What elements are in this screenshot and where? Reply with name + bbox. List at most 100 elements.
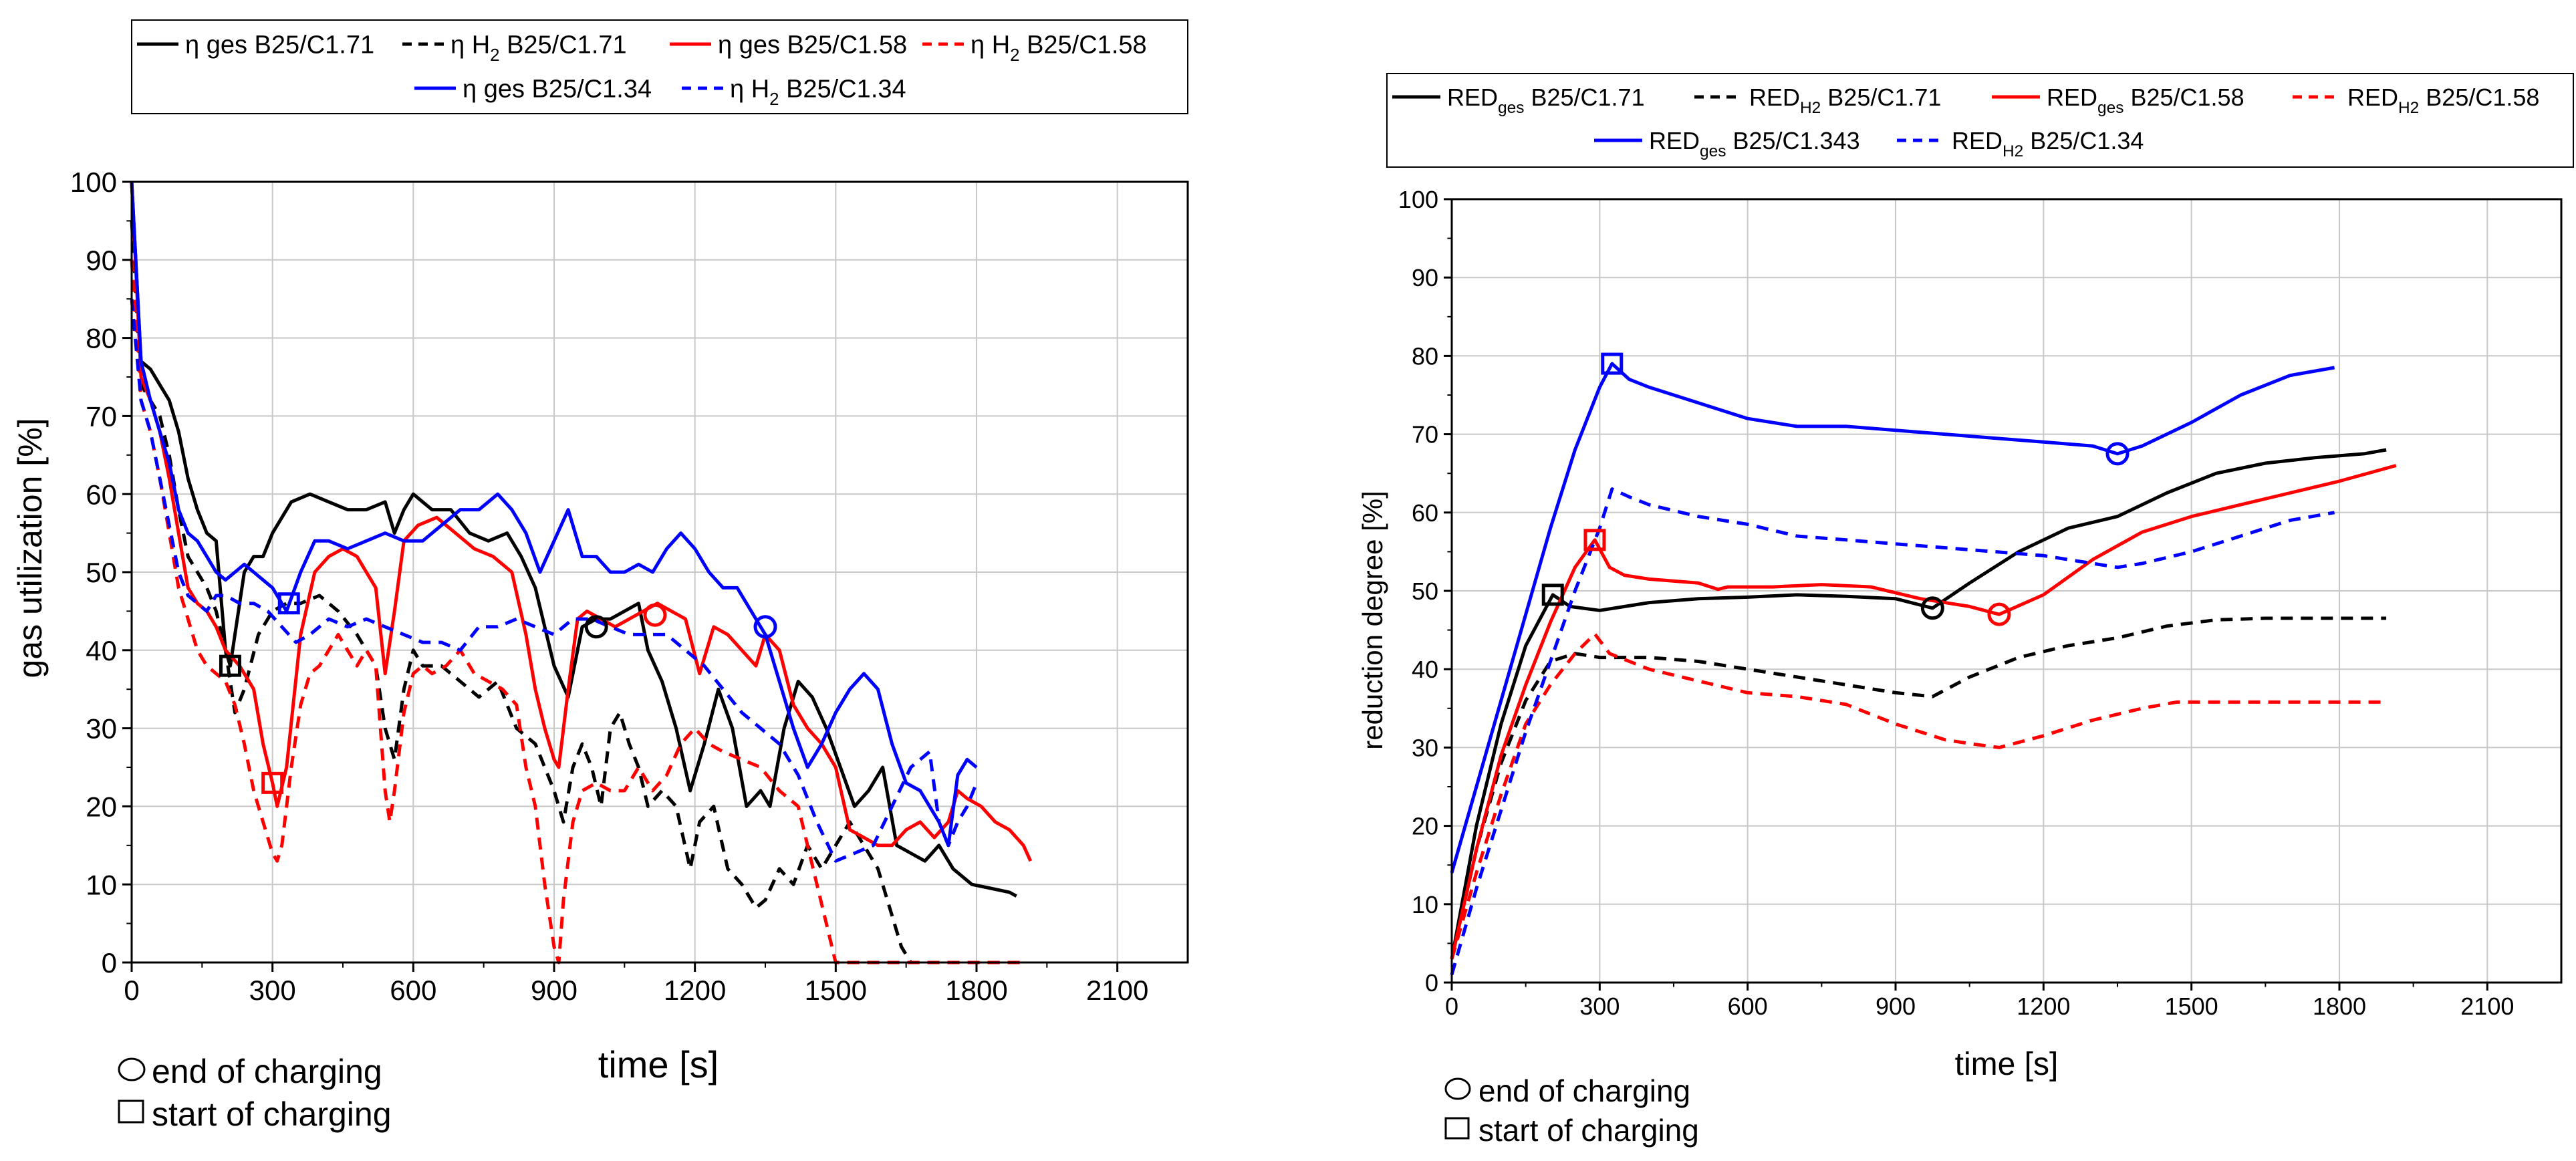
- y-tick-label: 60: [1412, 499, 1438, 527]
- legend-label: REDH2 B25/C1.71: [1749, 84, 1941, 117]
- end-of-charging-marker: [584, 615, 608, 639]
- x-tick-label: 1800: [945, 975, 1007, 1006]
- series-line: [130, 221, 912, 964]
- panel-reduction-degree: REDges B25/C1.71 REDH2 B25/C1.71 REDges B2…: [1357, 73, 2574, 1148]
- annotation-text: end of charging: [152, 1053, 382, 1090]
- x-axis-label: time [s]: [598, 1043, 719, 1085]
- x-tick-label: 0: [124, 975, 139, 1006]
- series-line: [1450, 362, 2335, 874]
- y-tick-label: 70: [1412, 421, 1438, 448]
- y-tick-label: 0: [102, 947, 117, 979]
- legend-label: η ges B25/C1.71: [185, 31, 374, 59]
- series-line: [130, 259, 1024, 964]
- annotation-start-of-charging: start of charging: [1444, 1113, 1699, 1148]
- x-tick-label: 1200: [664, 975, 726, 1006]
- legend-box: [131, 19, 1188, 114]
- legend-label: η H2 B25/C1.58: [971, 31, 1147, 65]
- y-tick-label: 30: [86, 713, 117, 745]
- y-tick-label: 100: [1398, 186, 1438, 213]
- y-tick-label: 20: [1412, 813, 1438, 840]
- markers-group: [219, 592, 777, 794]
- series-line: [1450, 616, 2387, 960]
- axis-ticks: 0 300 600 900 1200 1500 1800 2100 0 10 20 30 40 50 60 7…: [70, 166, 1148, 1006]
- annotation-text: start of charging: [1478, 1113, 1699, 1148]
- end-of-charging-marker: [1987, 602, 2011, 626]
- series-line: [130, 181, 1033, 862]
- legend-label: REDH2 B25/C1.34: [1952, 127, 2144, 160]
- x-tick-label: 2100: [1086, 975, 1148, 1006]
- y-tick-label: 90: [1412, 264, 1438, 291]
- legend-label: η ges B25/C1.58: [718, 31, 907, 59]
- series-line: [1450, 487, 2335, 975]
- x-tick-label: 1500: [2165, 993, 2218, 1020]
- start-of-charging-marker: [261, 771, 284, 794]
- series-line: [130, 181, 1017, 898]
- x-tick-label: 1200: [2017, 993, 2070, 1020]
- legend-box: [1386, 73, 2574, 168]
- axis-ticks: 0 300 600 900 1200 1500 1800 2100 0 10 20 30 40 50 60 7…: [1398, 186, 2514, 1020]
- x-tick-label: 1500: [805, 975, 867, 1006]
- legend-label: η H2 B25/C1.34: [730, 76, 906, 109]
- start-of-charging-marker: [1583, 529, 1606, 551]
- legend-label: η H2 B25/C1.71: [450, 31, 627, 65]
- x-tick-label: 600: [390, 975, 436, 1006]
- markers-group: [1541, 352, 2130, 626]
- annotation-text: start of charging: [152, 1095, 392, 1133]
- start-of-charging-marker: [219, 654, 241, 677]
- y-tick-label: 80: [1412, 342, 1438, 370]
- annotation-text: end of charging: [1478, 1073, 1690, 1108]
- panel-gas-utilization: η ges B25/C1.71 η H2 B25/C1.71 η ges B25/C…: [11, 19, 1189, 1133]
- start-of-charging-marker: [1601, 352, 1624, 375]
- y-tick-label: 10: [86, 869, 117, 900]
- series-line: [1450, 448, 2387, 960]
- x-tick-label: 900: [531, 975, 577, 1006]
- square-icon: [118, 1100, 144, 1124]
- x-axis-label: time [s]: [1955, 1047, 2059, 1082]
- circle-icon: [1444, 1077, 1471, 1100]
- end-of-charging-marker: [643, 603, 667, 627]
- end-of-charging-marker: [753, 615, 777, 639]
- end-of-charging-marker: [2105, 442, 2130, 466]
- y-tick-label: 50: [86, 557, 117, 588]
- square-icon: [1444, 1117, 1470, 1140]
- legend-label: REDH2 B25/C1.58: [2347, 84, 2539, 117]
- series-line: [1450, 632, 2387, 960]
- y-tick-label: 0: [1425, 969, 1438, 997]
- circle-icon: [118, 1057, 146, 1081]
- y-tick-label: 80: [86, 323, 117, 354]
- x-tick-label: 2100: [2460, 993, 2514, 1020]
- y-tick-label: 100: [70, 166, 117, 198]
- y-tick-label: 10: [1412, 891, 1438, 918]
- y-tick-label: 50: [1412, 577, 1438, 605]
- y-tick-label: 90: [86, 245, 117, 276]
- start-of-charging-marker: [277, 592, 300, 615]
- legend-label: REDges B25/C1.71: [1447, 84, 1645, 117]
- annotation-start-of-charging: start of charging: [118, 1095, 392, 1133]
- series-line: [130, 298, 979, 863]
- x-tick-label: 300: [249, 975, 296, 1006]
- y-tick-label: 70: [86, 401, 117, 432]
- grid: [132, 182, 1188, 962]
- series-line: [1450, 464, 2397, 960]
- x-tick-label: 600: [1728, 993, 1768, 1020]
- legend: REDges B25/C1.71 REDH2 B25/C1.71 REDges B2…: [1392, 84, 2539, 160]
- annotation-end-of-charging: end of charging: [1444, 1073, 1690, 1108]
- legend-label: REDges B25/C1.58: [2047, 84, 2244, 117]
- x-tick-label: 0: [1445, 993, 1458, 1020]
- series-line: [130, 181, 978, 848]
- legend-label: η ges B25/C1.34: [463, 76, 652, 104]
- y-tick-label: 60: [86, 479, 117, 510]
- start-of-charging-marker: [1541, 584, 1564, 606]
- y-tick-label: 40: [1412, 656, 1438, 683]
- y-axis-label: gas utilization [%]: [11, 418, 49, 678]
- grid: [1452, 199, 2561, 983]
- end-of-charging-marker: [1920, 596, 1944, 620]
- y-tick-label: 40: [86, 635, 117, 666]
- annotation-end-of-charging: end of charging: [118, 1053, 382, 1090]
- y-tick-label: 30: [1412, 734, 1438, 761]
- y-axis-label: reduction degree [%]: [1357, 491, 1388, 750]
- legend-label: REDges B25/C1.343: [1649, 127, 1860, 160]
- x-tick-label: 1800: [2313, 993, 2366, 1020]
- legend: η ges B25/C1.71 η H2 B25/C1.71 η ges B25/C…: [137, 31, 1147, 109]
